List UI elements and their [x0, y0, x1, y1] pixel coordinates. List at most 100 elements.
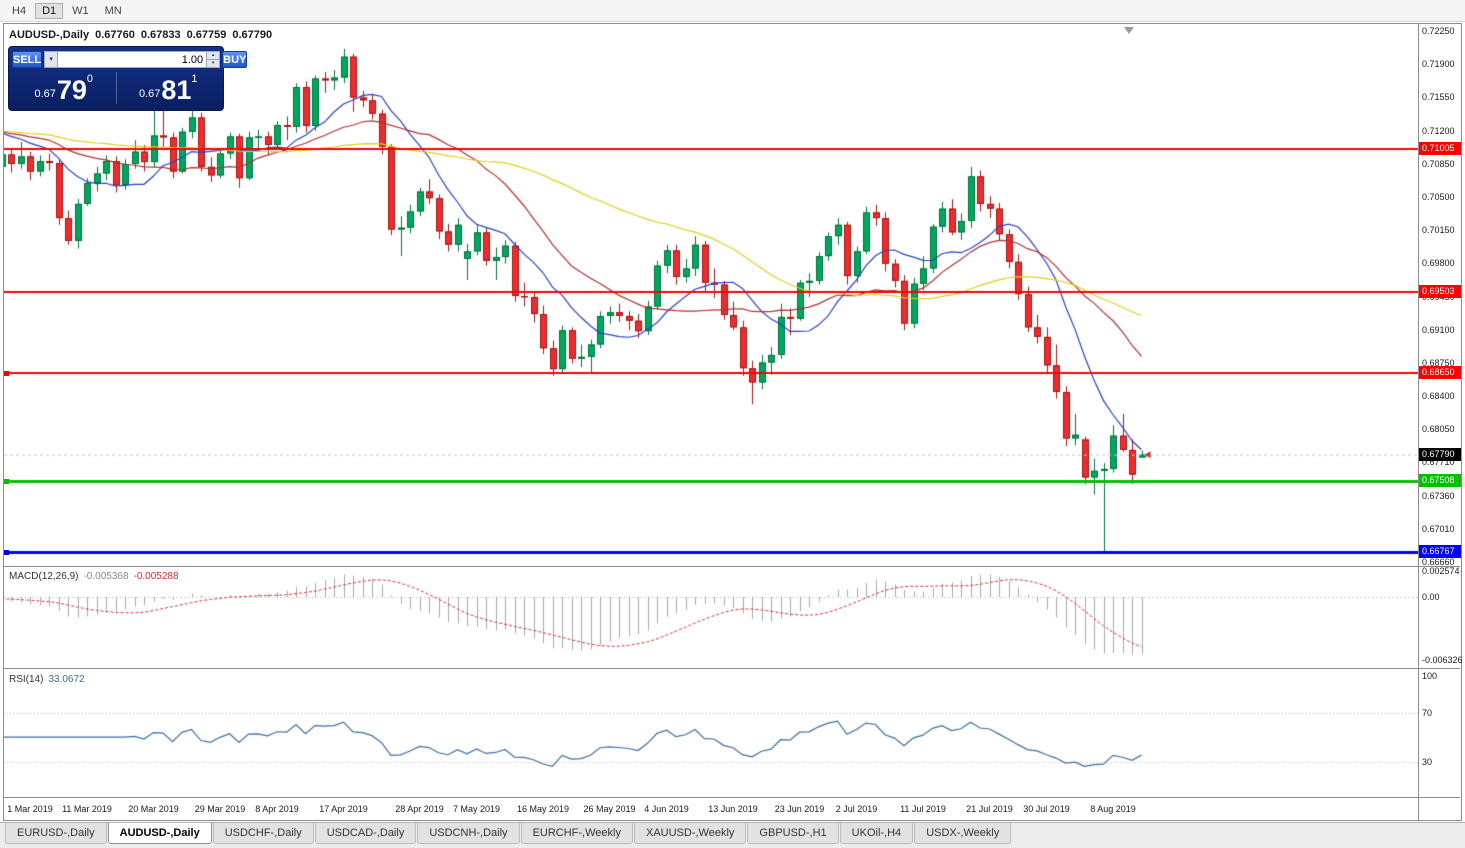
- time-axis-label: 8 Apr 2019: [255, 804, 299, 814]
- time-axis-label: 17 Apr 2019: [319, 804, 368, 814]
- price-axis-label: 0.68750: [1422, 357, 1455, 368]
- price-axis-label: 0.66660: [1422, 557, 1455, 568]
- macd-axis-label: 0.002574: [1422, 566, 1460, 576]
- timeframe-toolbar: H4 D1 W1 MN: [0, 0, 1465, 22]
- chart-tab-bar: EURUSD-,Daily AUDUSD-,Daily USDCHF-,Daily U…: [0, 822, 1465, 848]
- time-axis-label: 21 Jul 2019: [966, 804, 1013, 814]
- time-axis-divider: [4, 797, 1460, 798]
- chart-tab-eurusd[interactable]: EURUSD-,Daily: [5, 823, 107, 844]
- price-axis-label: 0.67010: [1422, 523, 1455, 534]
- price-divider: [115, 72, 117, 104]
- buy-button[interactable]: BUY: [222, 51, 248, 68]
- level-price-badge: 0.67508: [1419, 474, 1461, 487]
- close-value: 0.67790: [232, 29, 273, 41]
- rsi-axis-label: 70: [1422, 708, 1433, 718]
- low-value: 0.67759: [186, 29, 227, 41]
- time-axis-label: 23 Jun 2019: [774, 804, 825, 814]
- price-axis-label: 0.72250: [1422, 26, 1455, 36]
- timeframe-w1-button[interactable]: W1: [65, 3, 96, 19]
- sell-price-prefix: 0.67: [34, 88, 56, 100]
- price-axis-label: 0.70850: [1422, 158, 1455, 169]
- rsi-value: 33.0672: [48, 674, 85, 685]
- price-axis-label: 0.68050: [1422, 424, 1455, 435]
- price-chart-canvas[interactable]: [4, 25, 1418, 566]
- rsi-pane-divider[interactable]: [4, 668, 1460, 669]
- time-axis-label: 30 Jul 2019: [1023, 804, 1070, 814]
- time-axis-label: 7 May 2019: [452, 804, 501, 814]
- rsi-title: RSI(14): [9, 674, 44, 685]
- timeframe-d1-button[interactable]: D1: [35, 2, 64, 19]
- rsi-axis-label: 30: [1422, 757, 1433, 767]
- sell-price-display[interactable]: 0.67 79 0: [12, 69, 116, 107]
- chart-shift-icon[interactable]: [1124, 27, 1134, 34]
- macd-main-value: -0.005368: [83, 571, 129, 582]
- macd-signal-value: -0.005288: [133, 571, 179, 582]
- buy-price-prefix: 0.67: [138, 88, 161, 100]
- level-anchor-marker[interactable]: [4, 479, 9, 484]
- time-axis-label: 2 Jul 2019: [835, 804, 878, 814]
- macd-axis-label: 0.00: [1422, 592, 1440, 602]
- level-anchor-marker[interactable]: [4, 371, 9, 376]
- buy-price-pips: 81: [161, 75, 192, 105]
- macd-axis-label: -0.006326: [1422, 655, 1463, 665]
- time-axis-label: 13 Jun 2019: [708, 804, 758, 814]
- volume-dropdown-icon[interactable]: ▾: [44, 51, 59, 68]
- open-value: 0.67760: [95, 29, 135, 41]
- sell-price-point: 0: [86, 73, 94, 85]
- chart-tab-gbpusd[interactable]: GBPUSD-,H1: [747, 823, 839, 844]
- time-axis-label: 26 May 2019: [583, 804, 636, 814]
- current-price-badge: 0.67790: [1419, 448, 1461, 461]
- price-axis-separator: [1418, 24, 1419, 820]
- level-price-badge: 0.71005: [1419, 142, 1461, 155]
- chart-tab-xauusd[interactable]: XAUUSD-,Weekly: [633, 823, 747, 844]
- macd-pane-canvas[interactable]: [4, 567, 1418, 668]
- macd-indicator-label: MACD(12,26,9) -0.005368 -0.005288: [9, 571, 184, 582]
- symbol-label: AUDUSD-,Daily: [9, 29, 90, 41]
- price-axis-label: 0.70500: [1422, 191, 1455, 202]
- volume-increase-icon[interactable]: ▴: [211, 52, 215, 58]
- price-axis-label: 0.71550: [1422, 92, 1455, 103]
- level-price-badge: 0.68650: [1419, 366, 1461, 379]
- chart-tab-usdx[interactable]: USDX-,Weekly: [914, 823, 1012, 844]
- time-axis-label: 4 Jun 2019: [644, 804, 689, 814]
- time-axis-label: 11 Mar 2019: [62, 804, 112, 814]
- chart-title: AUDUSD-,Daily 0.67760 0.67833 0.67759 0.6779…: [9, 29, 278, 41]
- volume-decrease-icon[interactable]: ▾: [207, 59, 220, 67]
- price-axis-label: 0.70150: [1422, 225, 1455, 236]
- time-axis-label: 8 Aug 2019: [1090, 804, 1136, 814]
- price-axis-label: 0.71900: [1422, 59, 1455, 70]
- chart-tab-ukoil[interactable]: UKOil-,H4: [839, 823, 914, 844]
- volume-spinner: ▴ ▾: [207, 51, 221, 68]
- macd-pane-divider[interactable]: [4, 566, 1460, 567]
- time-axis-label: 1 Mar 2019: [7, 804, 53, 814]
- rsi-axis-label: 100: [1422, 671, 1438, 681]
- chart-tab-eurchf[interactable]: EURCHF-,Weekly: [520, 823, 633, 844]
- rsi-pane-canvas[interactable]: [4, 669, 1418, 797]
- level-price-badge: 0.69503: [1419, 285, 1461, 298]
- buy-price-point: 1: [191, 73, 198, 85]
- chart-tab-audusd[interactable]: AUDUSD-,Daily: [107, 823, 212, 844]
- level-price-badge: 0.66767: [1419, 545, 1461, 558]
- buy-price-display[interactable]: 0.67 81 1: [117, 69, 221, 107]
- price-axis-label: 0.67710: [1422, 457, 1455, 468]
- chart-tab-usdchf[interactable]: USDCHF-,Daily: [212, 823, 314, 844]
- time-axis-label: 16 May 2019: [516, 804, 570, 814]
- price-axis-label: 0.71200: [1422, 125, 1455, 136]
- volume-input[interactable]: [58, 51, 208, 68]
- timeframe-mn-button[interactable]: MN: [98, 3, 129, 19]
- time-axis-label: 20 Mar 2019: [128, 804, 179, 814]
- timeframe-h4-button[interactable]: H4: [5, 3, 33, 19]
- rsi-indicator-label: RSI(14) 33.0672: [9, 674, 90, 685]
- price-axis-label: 0.69800: [1422, 258, 1455, 269]
- time-axis-label: 11 Jul 2019: [900, 804, 946, 814]
- level-anchor-marker[interactable]: [4, 550, 9, 555]
- sell-button[interactable]: SELL: [12, 51, 43, 68]
- high-value: 0.67833: [140, 29, 181, 41]
- chart-tab-usdcnh[interactable]: USDCNH-,Daily: [417, 823, 520, 844]
- price-axis-label: 0.69100: [1422, 324, 1455, 335]
- chart-tab-usdcad[interactable]: USDCAD-,Daily: [314, 823, 417, 844]
- time-axis-label: 28 Apr 2019: [395, 804, 444, 814]
- volume-control: ▾ ▴ ▾: [44, 51, 221, 68]
